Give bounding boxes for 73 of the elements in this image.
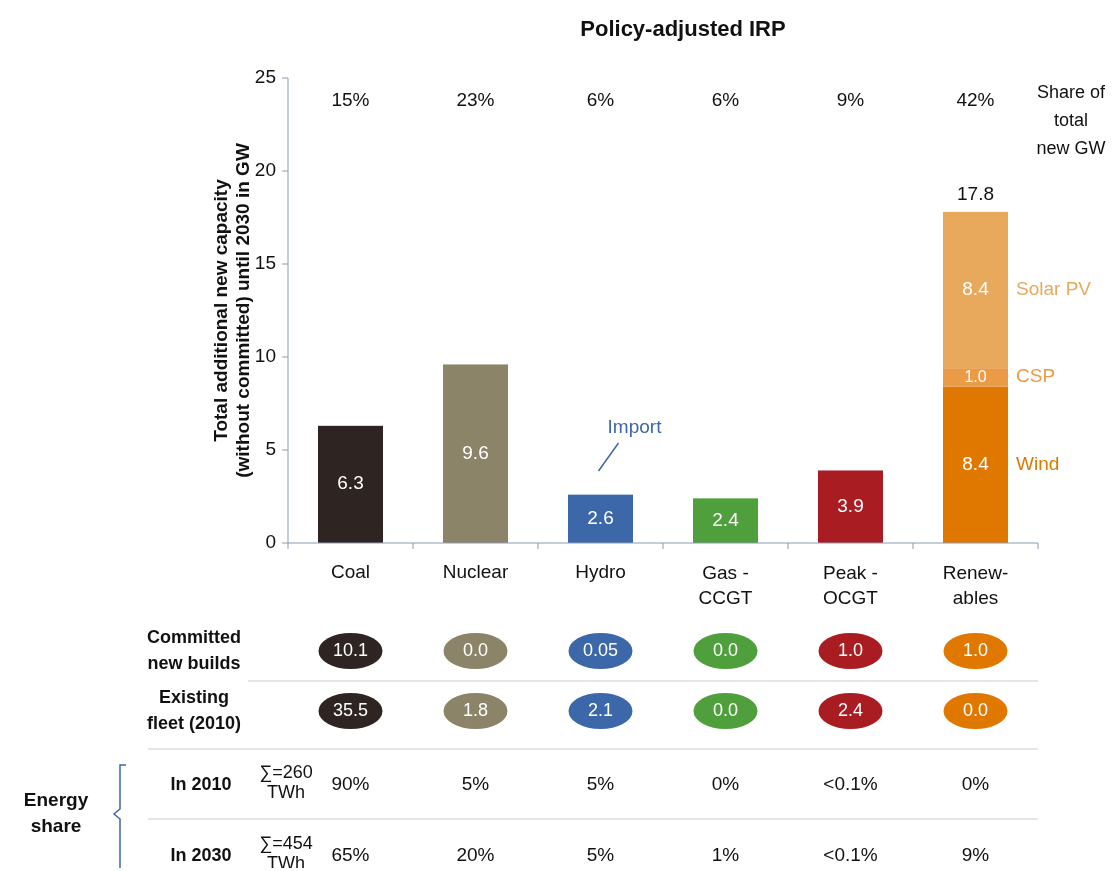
- y-tick-label: 25: [254, 66, 276, 88]
- text: 90%: [331, 773, 370, 795]
- bar: [568, 494, 633, 543]
- total-label: 17.8: [957, 182, 994, 204]
- text: 0%: [961, 773, 990, 795]
- text: 1.8: [462, 699, 489, 720]
- data-label: 6.3: [337, 472, 364, 494]
- data-label: 2.4: [712, 508, 740, 530]
- bar: [943, 368, 1008, 387]
- text: 0.0: [462, 639, 489, 660]
- bar: [318, 425, 383, 543]
- text: 5%: [586, 773, 615, 795]
- bar: [818, 470, 883, 543]
- text: In 2010: [170, 773, 232, 794]
- data-label: 8.4: [962, 278, 990, 300]
- text: 0.05: [582, 639, 619, 660]
- x-tick-label: Coal: [330, 561, 371, 583]
- text: 0%: [711, 773, 740, 795]
- y-tick-label: 10: [254, 345, 276, 367]
- data-label: 1.0: [964, 367, 987, 385]
- text: 65%: [331, 844, 370, 866]
- text: In 2030: [170, 844, 232, 865]
- text: 9%: [961, 844, 990, 866]
- bar: [943, 386, 1008, 543]
- data-label: 9.6: [462, 441, 489, 463]
- annotation: Import: [607, 416, 663, 438]
- annotation: 6%: [711, 89, 740, 110]
- text: 0.0: [962, 699, 989, 720]
- y-tick-label: 20: [254, 159, 276, 181]
- chart-title: Policy-adjusted IRP: [580, 16, 786, 41]
- bar: [693, 498, 758, 543]
- text: 5%: [586, 844, 615, 866]
- annotation: Share of total new GW: [1036, 81, 1107, 158]
- annotation: 23%: [456, 89, 495, 110]
- text: Energy share: [23, 789, 89, 837]
- y-tick-label: 5: [265, 438, 276, 460]
- bar: [443, 364, 508, 543]
- text: <0.1%: [823, 773, 878, 795]
- text: 35.5: [332, 699, 369, 720]
- text: Existing fleet (2010): [146, 686, 242, 733]
- text: 1%: [711, 844, 740, 866]
- x-tick-label: Renew-ables: [942, 561, 1009, 608]
- x-tick-label: Gas - CCGT: [698, 561, 753, 608]
- text: 1.0: [837, 639, 864, 660]
- series-label: Wind: [1016, 452, 1060, 474]
- text: <0.1%: [823, 844, 878, 866]
- text: Committed new builds: [147, 626, 241, 673]
- x-tick-label: Nuclear: [442, 561, 509, 583]
- y-axis-title: Total additional new capacity (without committed) until 2030 in GW: [210, 143, 254, 478]
- annotation: 6%: [586, 89, 615, 110]
- data-label: 3.9: [837, 494, 864, 516]
- data-label: 8.4: [962, 452, 990, 474]
- x-tick-label: Peak - OCGT: [823, 561, 879, 608]
- text: ∑=260 TWh: [259, 761, 313, 802]
- annotation: 42%: [956, 89, 995, 110]
- text: 2.1: [587, 699, 614, 720]
- text: 0.0: [712, 699, 739, 720]
- annotation: 15%: [331, 89, 370, 110]
- text: 20%: [456, 844, 495, 866]
- text: 1.0: [962, 639, 989, 660]
- text: 2.4: [837, 699, 864, 720]
- annotation: 9%: [836, 89, 865, 110]
- series-label: CSP: [1016, 365, 1056, 387]
- text: ∑=454 TWh: [259, 832, 313, 871]
- x-tick-label: Hydro: [575, 561, 626, 583]
- y-tick-label: 15: [254, 252, 276, 274]
- bar: [943, 211, 1008, 369]
- text: 0.0: [712, 639, 739, 660]
- text: 5%: [461, 773, 490, 795]
- data-label: 2.6: [587, 506, 614, 528]
- text: 10.1: [332, 639, 369, 660]
- y-tick-label: 0: [265, 531, 276, 553]
- series-label: Solar PV: [1016, 278, 1092, 300]
